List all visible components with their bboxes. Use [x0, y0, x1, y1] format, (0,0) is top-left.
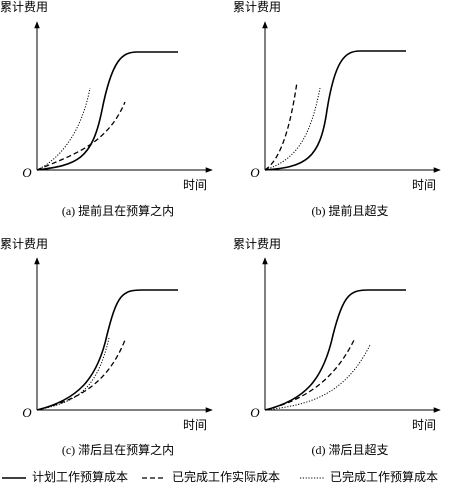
panel-a: 累计费用 O 时间 (a) 提前且在预算之内 — [0, 0, 213, 218]
caption: (d) 滞后且超支 — [312, 442, 389, 457]
panel-b: 累计费用 O 时间 (b) 提前且超支 — [233, 0, 441, 218]
actual-curve — [264, 337, 356, 411]
y-label: 累计费用 — [233, 0, 281, 14]
origin: O — [250, 405, 260, 420]
legend-label: 计划工作预算成本 — [32, 469, 128, 484]
earned-curve — [264, 87, 321, 171]
earned-curve — [36, 337, 110, 411]
origin: O — [22, 405, 32, 420]
earned-curve — [36, 87, 91, 171]
y-label: 累计费用 — [0, 237, 48, 251]
plan-curve — [36, 289, 178, 411]
x-label: 时间 — [412, 178, 436, 192]
panel-c: 累计费用 O 时间 (c) 滞后且在预算之内 — [0, 237, 213, 457]
panel-d: 累计费用 O 时间 (d) 滞后且超支 — [233, 237, 441, 457]
actual-curve — [36, 339, 126, 411]
earned-curve — [264, 344, 371, 411]
x-label: 时间 — [412, 418, 436, 432]
y-label: 累计费用 — [233, 237, 281, 251]
caption: (c) 滞后且在预算之内 — [62, 442, 174, 457]
legend: 计划工作预算成本 已完成工作实际成本 已完成工作预算成本 — [2, 469, 438, 484]
x-label: 时间 — [183, 178, 207, 192]
origin: O — [250, 165, 260, 180]
actual-curve — [264, 81, 298, 171]
caption: (a) 提前且在预算之内 — [62, 203, 174, 218]
actual-curve — [36, 101, 126, 171]
caption: (b) 提前且超支 — [312, 203, 389, 218]
legend-label: 已完成工作预算成本 — [330, 469, 438, 484]
plan-curve — [36, 51, 178, 171]
plan-curve — [264, 289, 406, 411]
plan-curve — [264, 50, 406, 171]
legend-label: 已完成工作实际成本 — [172, 469, 280, 484]
origin: O — [22, 165, 32, 180]
x-label: 时间 — [183, 418, 207, 432]
y-label: 累计费用 — [0, 0, 48, 14]
